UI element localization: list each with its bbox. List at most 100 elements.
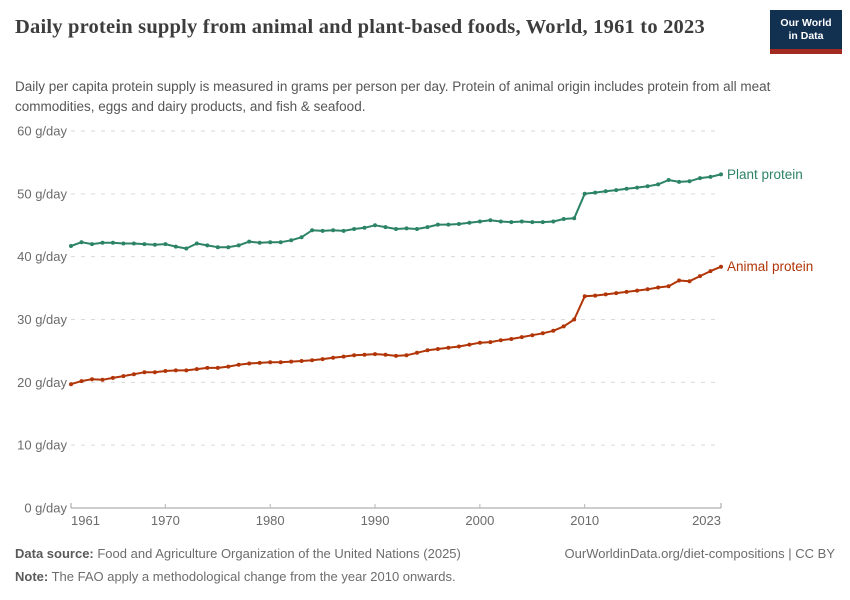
series-point-animal-protein-1990[interactable]	[373, 352, 377, 357]
series-point-plant-protein-1993[interactable]	[404, 226, 409, 231]
series-point-animal-protein-2018[interactable]	[666, 284, 671, 289]
series-point-plant-protein-2011[interactable]	[593, 190, 598, 195]
series-label-plant-protein[interactable]: Plant protein	[727, 167, 803, 182]
series-point-plant-protein-1998[interactable]	[456, 222, 461, 226]
series-point-animal-protein-2000[interactable]	[477, 340, 482, 345]
series-point-animal-protein-2013[interactable]	[614, 291, 619, 296]
series-point-plant-protein-2008[interactable]	[561, 217, 566, 221]
series-point-animal-protein-2010[interactable]	[582, 294, 587, 299]
series-point-animal-protein-2015[interactable]	[635, 288, 640, 293]
series-point-animal-protein-1991[interactable]	[383, 352, 388, 357]
series-point-plant-protein-2004[interactable]	[519, 219, 524, 224]
series-point-animal-protein-1977[interactable]	[236, 362, 241, 367]
series-point-animal-protein-2006[interactable]	[540, 331, 545, 336]
series-point-animal-protein-1980[interactable]	[268, 360, 273, 365]
series-line-animal-protein[interactable]	[70, 265, 722, 386]
series-point-animal-protein-2020[interactable]	[687, 279, 692, 284]
series-point-animal-protein-2014[interactable]	[624, 289, 629, 294]
series-point-animal-protein-2008[interactable]	[561, 324, 566, 329]
series-point-animal-protein-2012[interactable]	[603, 292, 608, 297]
series-point-animal-protein-2022[interactable]	[708, 269, 713, 274]
series-point-animal-protein-2002[interactable]	[498, 338, 503, 343]
chart-canvas[interactable]: 60 g/day 50 g/day 40 g/day 30 g/day 20 g/day…	[0, 120, 850, 538]
series-point-animal-protein-1979[interactable]	[257, 360, 262, 365]
series-point-animal-protein-1978[interactable]	[247, 361, 252, 366]
series-point-plant-protein-1975[interactable]	[215, 245, 220, 250]
series-point-animal-protein-1970[interactable]	[163, 369, 168, 373]
series-point-plant-protein-2007[interactable]	[551, 219, 556, 224]
series-label-animal-protein[interactable]: Animal protein	[727, 259, 813, 274]
series-point-plant-protein-1987[interactable]	[341, 228, 346, 233]
series-point-plant-protein-1992[interactable]	[394, 227, 398, 231]
series-point-animal-protein-1961[interactable]	[69, 382, 73, 387]
series-point-plant-protein-1974[interactable]	[205, 243, 210, 248]
series-point-plant-protein-1963[interactable]	[90, 242, 94, 247]
series-point-plant-protein-1990[interactable]	[373, 223, 377, 228]
series-point-plant-protein-1970[interactable]	[163, 242, 168, 247]
series-point-plant-protein-1966[interactable]	[121, 241, 126, 246]
series-point-plant-protein-1991[interactable]	[383, 225, 388, 230]
series-point-plant-protein-1972[interactable]	[184, 246, 189, 251]
series-point-plant-protein-1985[interactable]	[320, 228, 325, 233]
series-point-animal-protein-1966[interactable]	[121, 374, 126, 379]
series-point-plant-protein-1980[interactable]	[268, 240, 273, 245]
series-point-plant-protein-2017[interactable]	[656, 182, 661, 187]
series-point-plant-protein-1983[interactable]	[299, 235, 304, 240]
series-point-animal-protein-1972[interactable]	[184, 368, 189, 373]
series-point-animal-protein-1993[interactable]	[404, 353, 409, 358]
series-point-plant-protein-2012[interactable]	[603, 189, 608, 194]
series-point-plant-protein-1976[interactable]	[226, 245, 231, 250]
series-point-plant-protein-2001[interactable]	[488, 218, 493, 223]
series-point-animal-protein-1962[interactable]	[79, 379, 84, 384]
series-point-plant-protein-1995[interactable]	[425, 225, 430, 230]
series-point-plant-protein-2014[interactable]	[624, 186, 629, 191]
series-point-animal-protein-1973[interactable]	[194, 367, 199, 372]
series-point-animal-protein-1963[interactable]	[90, 377, 94, 382]
series-point-animal-protein-1995[interactable]	[425, 348, 430, 353]
series-point-plant-protein-1973[interactable]	[194, 241, 199, 246]
attribution-link[interactable]: OurWorldinData.org/diet-compositions | C…	[564, 546, 835, 561]
series-point-plant-protein-2002[interactable]	[498, 219, 503, 224]
series-point-animal-protein-2009[interactable]	[572, 317, 577, 322]
series-point-animal-protein-1997[interactable]	[446, 345, 451, 350]
series-point-animal-protein-1969[interactable]	[152, 370, 157, 375]
series-point-plant-protein-1971[interactable]	[173, 244, 178, 249]
series-point-animal-protein-1971[interactable]	[173, 368, 178, 373]
series-point-animal-protein-1984[interactable]	[310, 358, 315, 363]
series-point-plant-protein-1977[interactable]	[236, 243, 241, 248]
series-point-animal-protein-1964[interactable]	[100, 377, 105, 382]
owid-logo[interactable]: Our World in Data	[770, 10, 842, 54]
series-point-animal-protein-1981[interactable]	[278, 360, 283, 365]
series-point-plant-protein-1982[interactable]	[289, 238, 294, 243]
series-point-plant-protein-2010[interactable]	[582, 191, 587, 196]
series-point-plant-protein-1965[interactable]	[110, 240, 115, 245]
series-point-plant-protein-1979[interactable]	[257, 240, 262, 245]
series-point-animal-protein-1976[interactable]	[226, 364, 231, 369]
series-point-plant-protein-1961[interactable]	[69, 244, 73, 248]
series-point-animal-protein-2017[interactable]	[656, 285, 661, 290]
series-point-animal-protein-2016[interactable]	[645, 287, 650, 292]
series-point-animal-protein-1996[interactable]	[435, 347, 440, 351]
series-point-animal-protein-1986[interactable]	[331, 355, 336, 360]
series-point-animal-protein-1989[interactable]	[362, 352, 367, 357]
series-point-animal-protein-1987[interactable]	[341, 354, 346, 359]
series-point-plant-protein-2022[interactable]	[708, 174, 713, 179]
series-point-plant-protein-1988[interactable]	[352, 227, 357, 231]
series-point-plant-protein-2015[interactable]	[635, 185, 640, 190]
series-point-animal-protein-1999[interactable]	[467, 342, 472, 347]
series-point-animal-protein-1965[interactable]	[110, 375, 115, 380]
series-point-plant-protein-1964[interactable]	[100, 240, 105, 245]
series-point-plant-protein-2016[interactable]	[645, 184, 650, 189]
series-point-animal-protein-1994[interactable]	[415, 350, 419, 355]
series-point-animal-protein-1968[interactable]	[142, 370, 147, 375]
series-point-plant-protein-1968[interactable]	[142, 242, 147, 247]
series-point-plant-protein-1994[interactable]	[415, 227, 419, 231]
series-point-plant-protein-1978[interactable]	[247, 239, 252, 244]
series-point-animal-protein-2005[interactable]	[530, 333, 535, 338]
series-point-animal-protein-1992[interactable]	[394, 353, 398, 358]
series-point-plant-protein-1986[interactable]	[331, 228, 336, 233]
series-point-plant-protein-1969[interactable]	[152, 242, 157, 247]
series-point-plant-protein-2000[interactable]	[477, 219, 482, 224]
series-point-animal-protein-1967[interactable]	[131, 372, 136, 377]
series-point-plant-protein-1997[interactable]	[446, 222, 451, 227]
